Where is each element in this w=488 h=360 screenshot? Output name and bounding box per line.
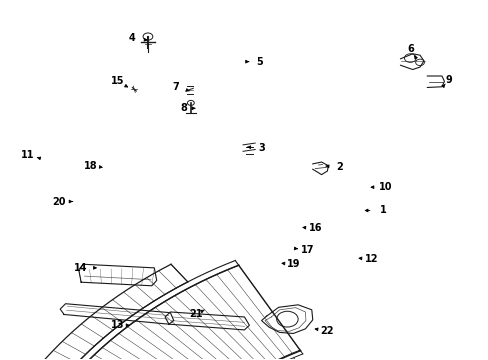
Text: 13: 13 xyxy=(111,320,124,330)
Text: 4: 4 xyxy=(129,33,136,43)
Text: 20: 20 xyxy=(52,197,66,207)
Text: 6: 6 xyxy=(406,44,413,54)
Text: 22: 22 xyxy=(320,325,333,336)
Text: 16: 16 xyxy=(308,224,321,233)
Text: 15: 15 xyxy=(111,76,124,86)
Text: 8: 8 xyxy=(180,103,186,113)
Text: 7: 7 xyxy=(172,82,179,92)
Text: 17: 17 xyxy=(301,245,314,255)
Text: 14: 14 xyxy=(74,263,88,273)
Text: 1: 1 xyxy=(379,206,386,216)
Text: 10: 10 xyxy=(378,182,392,192)
Text: 12: 12 xyxy=(364,254,377,264)
Text: 18: 18 xyxy=(84,161,98,171)
Text: 11: 11 xyxy=(20,150,34,160)
Text: 21: 21 xyxy=(188,310,202,319)
Text: 5: 5 xyxy=(255,57,262,67)
Text: 9: 9 xyxy=(445,75,452,85)
Text: 3: 3 xyxy=(258,143,264,153)
Text: 19: 19 xyxy=(286,259,300,269)
Text: 2: 2 xyxy=(336,162,342,172)
